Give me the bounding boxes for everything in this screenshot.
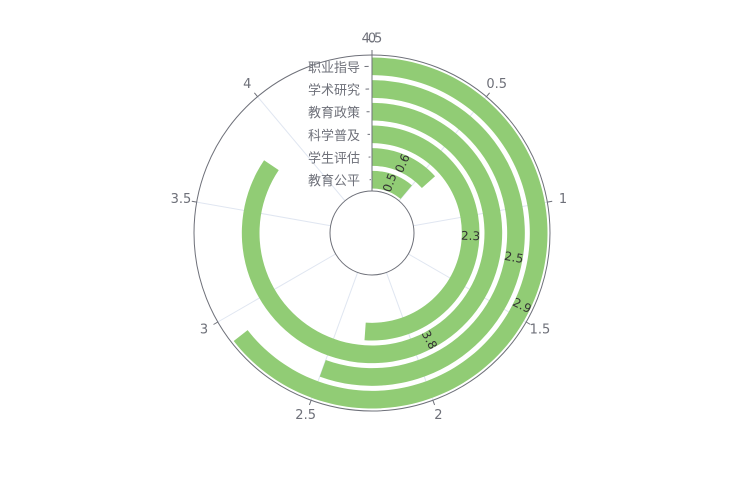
category-label: 科学普及 xyxy=(308,128,360,144)
category-label: 教育政策 xyxy=(308,105,360,121)
grid-line xyxy=(385,272,434,401)
tick-mark xyxy=(191,200,197,203)
category-label: 职业指导 xyxy=(308,61,360,76)
bar-2 xyxy=(372,148,436,189)
tick-label: 3 xyxy=(200,323,208,338)
axis-layer xyxy=(191,50,553,412)
tick-label: 2.5 xyxy=(295,408,316,423)
tick-mark xyxy=(213,321,219,325)
grid-line xyxy=(408,253,527,323)
bars-layer xyxy=(233,57,548,409)
grid-line xyxy=(310,272,359,401)
tick-label: 4.5 xyxy=(362,32,383,47)
bar-3 xyxy=(364,125,480,341)
tick-label: 1.5 xyxy=(530,323,551,338)
data-label: 2.5 xyxy=(503,249,524,266)
tick-label: 2 xyxy=(434,408,442,423)
inner-axis-circle xyxy=(329,190,415,276)
grid-line xyxy=(413,201,548,227)
tick-label: 3.5 xyxy=(171,192,192,207)
grid-line xyxy=(196,201,331,227)
grid-line xyxy=(217,253,336,323)
category-label: 教育公平 xyxy=(308,173,360,189)
tick-mark xyxy=(253,92,258,97)
grid-line xyxy=(257,96,346,202)
tick-mark xyxy=(547,200,553,203)
tick-label: 0 xyxy=(368,32,376,47)
tick-mark xyxy=(308,400,312,406)
tick-mark xyxy=(525,321,531,325)
data-label: 0.5 xyxy=(380,171,400,194)
tick-label: 0.5 xyxy=(486,77,507,92)
tick-label: 4 xyxy=(243,77,251,92)
bar-1 xyxy=(372,170,412,199)
grid-line xyxy=(398,96,487,202)
tick-label: 1 xyxy=(559,192,567,207)
category-label: 学生评估 xyxy=(308,151,360,167)
category-label: 学术研究 xyxy=(308,83,360,99)
tick-mark xyxy=(486,92,491,97)
tick-mark xyxy=(432,400,436,406)
data-label: 2.3 xyxy=(461,229,481,244)
